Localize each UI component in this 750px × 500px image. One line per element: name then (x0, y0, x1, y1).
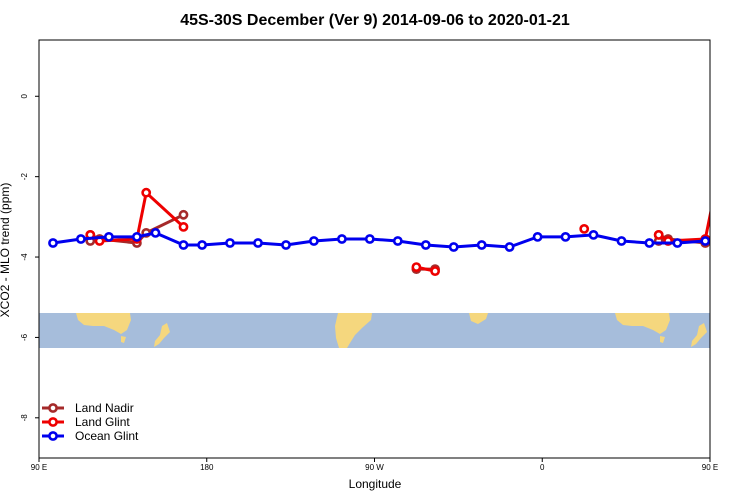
x-tick-label: 180 (200, 463, 214, 472)
ocean-glint-point (253, 238, 263, 248)
ocean-glint-point (364, 234, 375, 244)
ocean-glint-point (225, 238, 235, 248)
legend-marker-ocean-glint (48, 431, 58, 441)
chart-title: 45S-30S December (Ver 9) 2014-09-06 to 2… (180, 12, 570, 29)
land-glint-point (178, 221, 189, 232)
x-tick-label: 90 E (31, 463, 47, 472)
land-glint-point (411, 262, 422, 272)
x-tick-label: 90 E (702, 463, 718, 472)
ocean-glint-point (197, 240, 207, 250)
ocean-glint-point (150, 227, 161, 238)
land-nadir-point (709, 231, 710, 235)
land-glint-point (653, 229, 664, 240)
southern-africa-landmass (469, 313, 488, 324)
ocean-glint-point (616, 236, 627, 246)
ocean-glint-point (76, 234, 86, 244)
south-america-landmass (335, 313, 372, 348)
plot-frame (38, 39, 711, 459)
legend-item-land-nadir: Land Nadir (42, 401, 134, 415)
y-axis-label: XCO2 - MLO trend (ppm) (0, 183, 12, 318)
land-glint-point (579, 223, 590, 234)
ocean-glint-point (700, 236, 710, 246)
ocean-glint-point (308, 236, 319, 246)
ocean-glint-point (131, 231, 142, 242)
legend-label-land-nadir: Land Nadir (75, 401, 134, 415)
legend-marker-land-glint (48, 417, 58, 427)
y-tick-label: -8 (20, 414, 29, 422)
tasmania-landmass-repeat (660, 336, 665, 343)
ocean-glint-point (476, 240, 487, 250)
world-map-band (39, 313, 710, 348)
y-tick-label: -6 (20, 333, 29, 341)
ocean-strip (39, 313, 710, 348)
land-glint-point (430, 266, 440, 276)
ocean-glint-point (560, 231, 571, 242)
ocean-glint-point (420, 240, 431, 250)
ocean-glint-point (644, 238, 655, 248)
legend-item-ocean-glint: Ocean Glint (42, 429, 139, 443)
ocean-glint-point (336, 234, 347, 244)
y-tick-label: -4 (20, 253, 29, 261)
new-zealand-landmass-repeat (691, 323, 707, 347)
y-axis: 0 -2 -4 -6 -8 (20, 93, 39, 421)
ocean-glint-point (588, 229, 599, 240)
new-zealand-landmass (154, 323, 170, 347)
australia-landmass (76, 313, 131, 334)
land-glint-point (709, 191, 710, 195)
x-tick-label: 90 W (365, 463, 384, 472)
legend-item-land-glint: Land Glint (42, 415, 130, 429)
legend-marker-land-nadir (48, 403, 58, 413)
ocean-glint-point (281, 240, 291, 250)
land-glint-line (657, 208, 710, 243)
x-axis: 90 E 180 90 W 0 90 E (31, 458, 718, 472)
ocean-glint-point (48, 238, 58, 248)
australia-landmass-repeat (615, 313, 670, 334)
x-axis-label: Longitude (349, 477, 402, 491)
series-layer (48, 187, 746, 276)
legend: Land Nadir Land Glint Ocean Glint (42, 401, 139, 443)
ocean-glint-point (178, 240, 189, 250)
ocean-glint-point (739, 233, 746, 240)
ocean-glint-point (672, 238, 683, 248)
land-nadir-point (178, 209, 189, 220)
ocean-glint-point (448, 242, 459, 252)
tasmania-landmass (121, 336, 126, 343)
ocean-glint-point (532, 231, 543, 242)
x-tick-label: 0 (540, 463, 545, 472)
ocean-glint-point (504, 242, 515, 252)
legend-label-ocean-glint: Ocean Glint (75, 429, 139, 443)
ocean-glint-point (392, 236, 403, 246)
y-tick-label: -2 (20, 173, 29, 181)
legend-label-land-glint: Land Glint (75, 415, 130, 429)
y-tick-label: 0 (20, 93, 29, 98)
ocean-glint-point (720, 235, 727, 242)
land-glint-point (141, 187, 152, 198)
ocean-glint-point (104, 231, 114, 242)
